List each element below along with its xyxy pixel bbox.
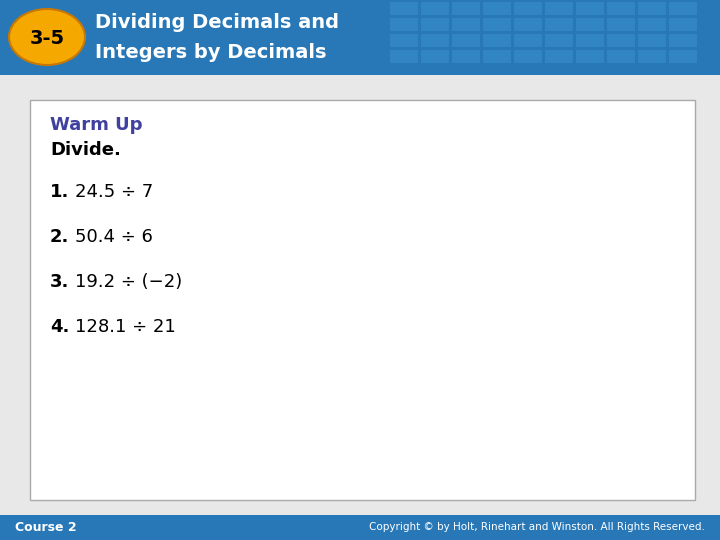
Text: 128.1 ÷ 21: 128.1 ÷ 21 — [75, 318, 176, 336]
Bar — [390, 18, 418, 31]
Bar — [607, 50, 635, 63]
Bar — [0, 75, 720, 515]
Bar — [483, 18, 511, 31]
Bar — [390, 2, 418, 15]
Bar — [483, 50, 511, 63]
Bar — [514, 34, 542, 47]
Text: Integers by Decimals: Integers by Decimals — [95, 43, 326, 62]
Bar — [545, 50, 573, 63]
Bar — [421, 18, 449, 31]
Text: 3.: 3. — [50, 273, 69, 291]
Bar — [514, 50, 542, 63]
Text: 4.: 4. — [50, 318, 69, 336]
Bar — [452, 34, 480, 47]
Bar — [545, 2, 573, 15]
Text: Divide.: Divide. — [50, 141, 121, 159]
Bar — [607, 18, 635, 31]
Bar — [30, 100, 695, 500]
Bar — [607, 2, 635, 15]
Bar — [0, 515, 720, 540]
Bar — [576, 50, 604, 63]
Bar — [638, 34, 666, 47]
Bar — [390, 34, 418, 47]
Bar — [483, 2, 511, 15]
Bar — [421, 34, 449, 47]
Text: Dividing Decimals and: Dividing Decimals and — [95, 12, 339, 31]
Bar — [514, 2, 542, 15]
Ellipse shape — [9, 9, 85, 65]
Text: 2.: 2. — [50, 228, 69, 246]
Bar — [545, 34, 573, 47]
Text: Copyright © by Holt, Rinehart and Winston. All Rights Reserved.: Copyright © by Holt, Rinehart and Winsto… — [369, 523, 705, 532]
Bar — [421, 2, 449, 15]
Text: 1.: 1. — [50, 183, 69, 201]
Bar — [483, 34, 511, 47]
Bar — [452, 2, 480, 15]
Bar — [638, 18, 666, 31]
Bar — [576, 34, 604, 47]
Bar — [638, 2, 666, 15]
Bar — [576, 18, 604, 31]
Bar — [576, 2, 604, 15]
Text: Course 2: Course 2 — [15, 521, 76, 534]
Bar — [669, 2, 697, 15]
Bar — [669, 18, 697, 31]
Text: 3-5: 3-5 — [30, 29, 65, 48]
Bar — [638, 50, 666, 63]
Bar — [390, 50, 418, 63]
Text: 24.5 ÷ 7: 24.5 ÷ 7 — [75, 183, 153, 201]
Bar — [607, 34, 635, 47]
Bar — [669, 50, 697, 63]
Text: 50.4 ÷ 6: 50.4 ÷ 6 — [75, 228, 153, 246]
Text: Warm Up: Warm Up — [50, 116, 143, 134]
Bar — [669, 34, 697, 47]
Text: 19.2 ÷ (−2): 19.2 ÷ (−2) — [75, 273, 182, 291]
Bar — [452, 50, 480, 63]
Bar — [0, 0, 720, 75]
Bar — [452, 18, 480, 31]
Bar — [421, 50, 449, 63]
Bar — [514, 18, 542, 31]
Bar — [545, 18, 573, 31]
